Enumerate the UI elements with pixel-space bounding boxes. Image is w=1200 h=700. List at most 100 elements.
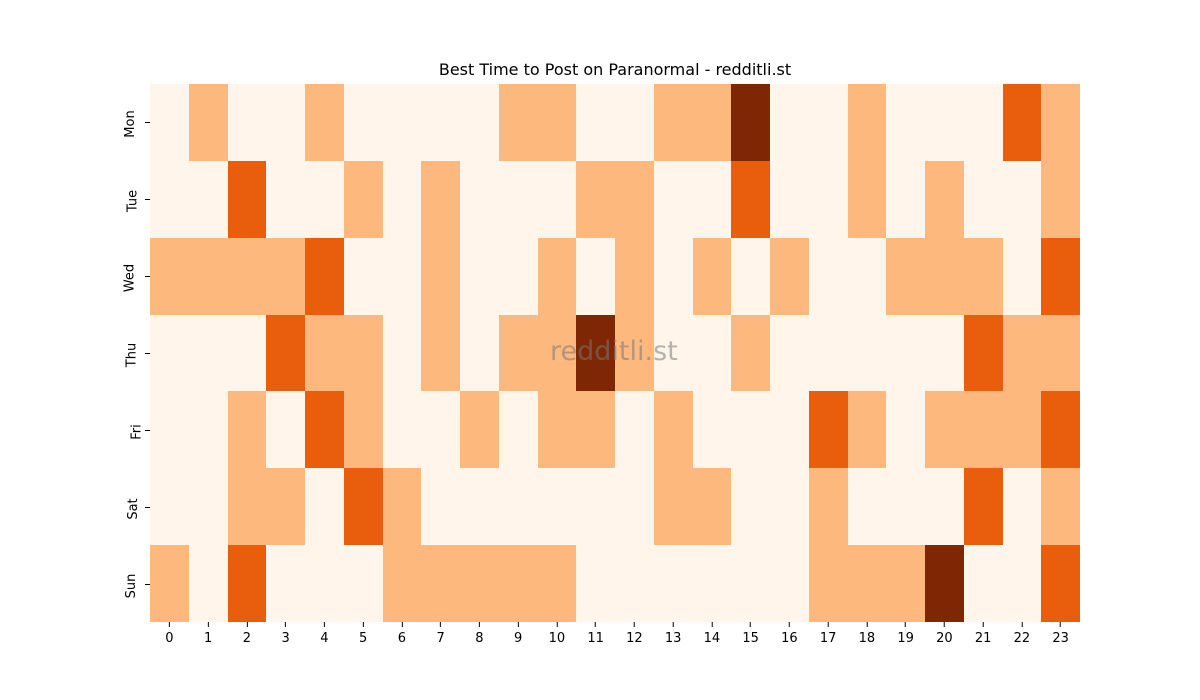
heatmap-cell	[305, 84, 344, 161]
heatmap-cell	[227, 391, 267, 469]
x-tick	[323, 622, 325, 627]
heatmap-cell	[266, 314, 305, 392]
y-tick	[145, 583, 150, 585]
heatmap-cell	[150, 314, 189, 392]
heatmap-cell	[576, 545, 615, 622]
heatmap-cell	[615, 391, 654, 469]
heatmap-cell	[150, 237, 189, 315]
x-tick-label: 7	[436, 622, 445, 646]
x-tick-label: 20	[936, 622, 953, 646]
heatmap-cell	[576, 314, 615, 392]
x-tick-label: 22	[1014, 622, 1030, 646]
heatmap-cell	[1002, 160, 1042, 238]
heatmap-cell	[188, 545, 228, 622]
heatmap-cell	[847, 314, 887, 392]
heatmap-cell	[537, 391, 577, 469]
heatmap-cell	[343, 391, 383, 469]
heatmap-cell	[1002, 237, 1042, 315]
heatmap-cell	[808, 545, 848, 622]
y-tick	[145, 122, 150, 124]
y-tick-label: Fri	[128, 424, 144, 440]
heatmap-cell	[460, 545, 499, 622]
heatmap-cell	[925, 468, 964, 546]
watermark: redditli.st	[550, 336, 678, 367]
heatmap-cell	[421, 160, 460, 238]
heatmap-cell	[925, 237, 964, 315]
heatmap-cell	[615, 84, 654, 161]
heatmap-cell	[382, 84, 422, 161]
x-tick	[943, 622, 945, 627]
heatmap-cell	[266, 468, 305, 546]
x-tick-label: 21	[975, 622, 991, 646]
heatmap-cell	[1002, 468, 1042, 546]
x-tick	[866, 622, 868, 627]
heatmap-cell	[963, 314, 1003, 392]
heatmap-cell	[1041, 237, 1080, 315]
heatmap-cell	[460, 468, 499, 546]
heatmap-cell	[421, 84, 460, 161]
heatmap-cell	[305, 391, 344, 469]
x-tick-label: 0	[165, 622, 174, 646]
heatmap-cell	[266, 237, 305, 315]
heatmap-cell	[653, 391, 693, 469]
heatmap-cell	[847, 84, 887, 161]
heatmap-cell	[808, 468, 848, 546]
heatmap-cell	[421, 391, 460, 469]
heatmap-cell	[925, 84, 964, 161]
heatmap-cell	[537, 160, 577, 238]
heatmap-cell	[886, 237, 925, 315]
heatmap-cell	[460, 160, 499, 238]
heatmap-cell	[886, 391, 925, 469]
heatmap-cell	[343, 84, 383, 161]
heatmap-cell	[731, 468, 770, 546]
heatmap-cell	[808, 84, 848, 161]
x-tick	[672, 622, 674, 627]
x-tick-label: 5	[359, 622, 367, 646]
heatmap-cell	[886, 314, 925, 392]
heatmap-cell	[576, 237, 615, 315]
x-tick-label: 18	[859, 622, 875, 646]
x-tick	[401, 622, 403, 627]
x-tick	[711, 622, 713, 627]
heatmap-cell	[266, 391, 305, 469]
y-tick	[145, 429, 150, 431]
heatmap-cell	[421, 468, 460, 546]
heatmap-cell	[1041, 468, 1080, 546]
x-tick	[595, 622, 597, 627]
heatmap-cell	[188, 84, 228, 161]
heatmap-cell	[227, 84, 267, 161]
heatmap-grid	[150, 84, 1080, 622]
heatmap-cell	[692, 314, 732, 392]
x-tick-label: 16	[781, 622, 798, 646]
x-tick-label: 6	[398, 622, 406, 646]
heatmap-cell	[692, 468, 732, 546]
heatmap-cell	[460, 84, 499, 161]
heatmap-cell	[653, 468, 693, 546]
heatmap-cell	[421, 545, 460, 622]
x-tick	[556, 622, 558, 627]
heatmap-cell	[460, 237, 499, 315]
heatmap-cell	[886, 545, 925, 622]
heatmap-cell	[382, 545, 422, 622]
heatmap-cell	[963, 468, 1003, 546]
heatmap-cell	[770, 160, 809, 238]
heatmap-cell	[1041, 84, 1080, 161]
heatmap-cell	[537, 314, 577, 392]
heatmap-cell	[615, 237, 654, 315]
heatmap-cell	[731, 545, 770, 622]
heatmap-cell	[1002, 391, 1042, 469]
chart-title: Best Time to Post on Paranormal - reddit…	[438, 60, 792, 79]
x-tick	[207, 622, 209, 627]
y-tick-label: Thu	[124, 342, 140, 368]
heatmap-cell	[615, 314, 654, 392]
x-tick-label: 17	[820, 622, 836, 646]
y-tick-label: Sun	[124, 573, 140, 598]
heatmap-cell	[266, 545, 305, 622]
x-tick	[827, 622, 829, 627]
heatmap-cell	[537, 545, 577, 622]
heatmap-cell	[576, 391, 615, 469]
heatmap-cell	[615, 468, 654, 546]
heatmap-cell	[808, 160, 848, 238]
y-axis-labels: Mon Tue Wed Thu Fri Sat Sun	[110, 84, 150, 622]
heatmap-cell	[653, 314, 693, 392]
